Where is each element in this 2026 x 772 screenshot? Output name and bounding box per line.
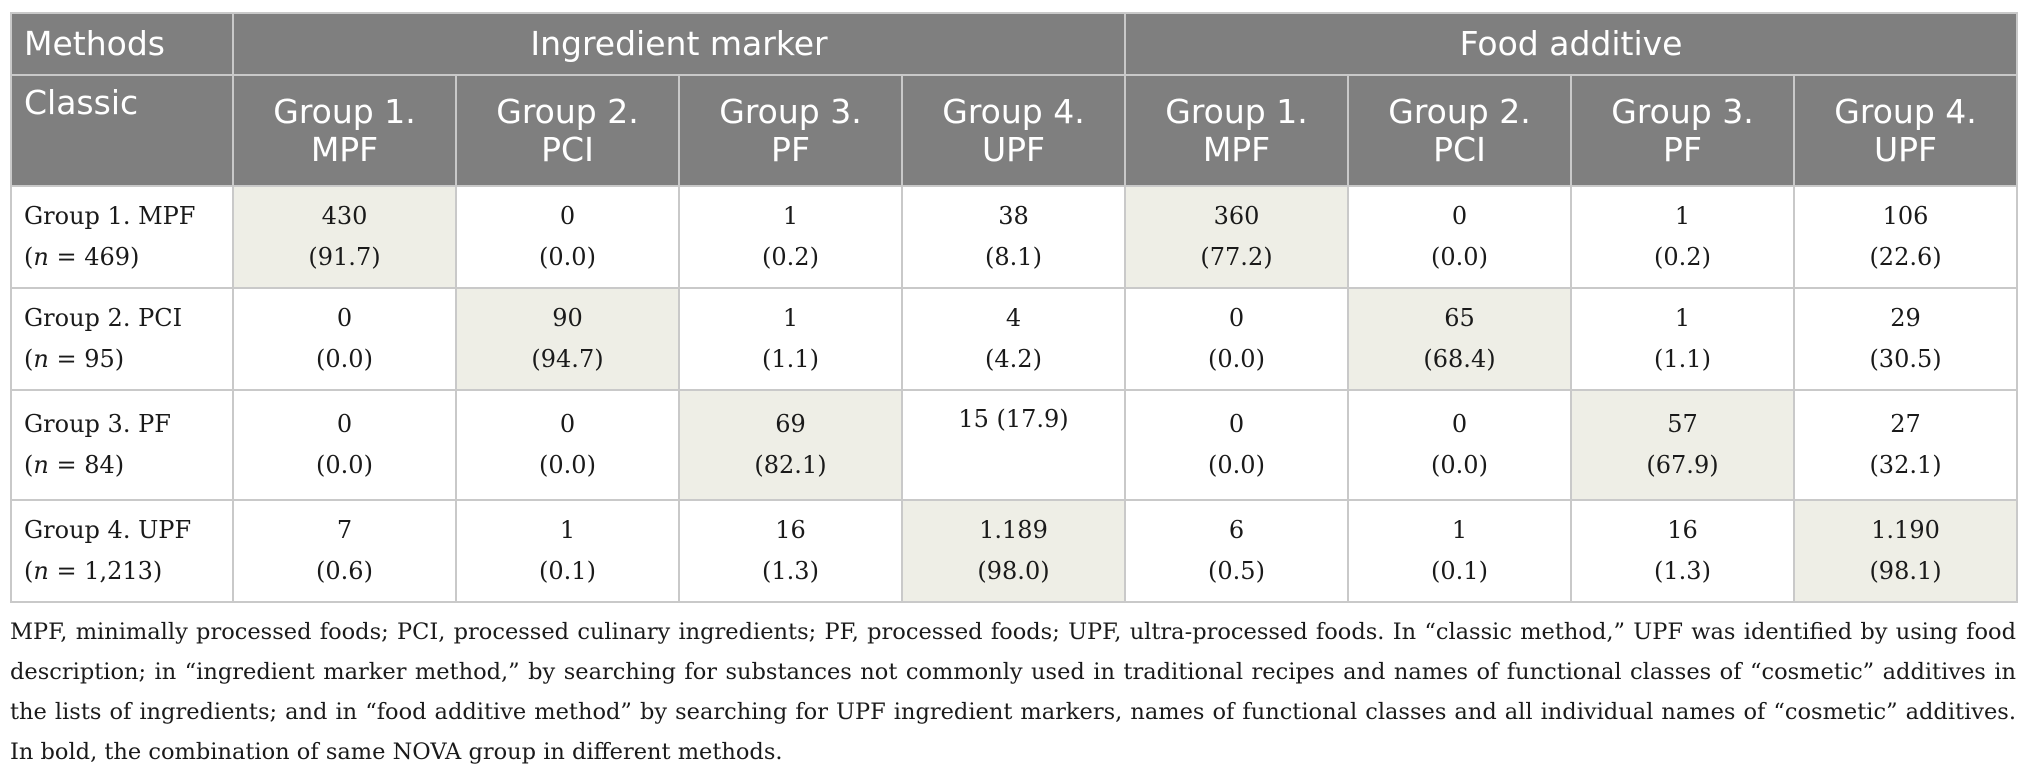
table-footnote: MPF, minimally processed foods; PCI, pro…	[10, 619, 2016, 765]
table-cell: 1.189 (98.0)	[901, 499, 1126, 603]
table-cell: 0 (0.0)	[1124, 389, 1349, 501]
table-cell: 1 (0.2)	[1570, 185, 1795, 289]
table-cell: 65 (68.4)	[1347, 287, 1572, 391]
column-header: Group 4. UPF	[1792, 74, 2019, 187]
ingredient-marker-header: Ingredient marker	[232, 12, 1126, 76]
table-cell: 430 (91.7)	[232, 185, 457, 289]
table-cell: 69 (82.1)	[678, 389, 903, 501]
row-label: Group 3. PF (n = 84)	[10, 389, 234, 501]
table-cell: 27 (32.1)	[1792, 389, 2019, 501]
table-cell: 106 (22.6)	[1792, 185, 2019, 289]
table-cell: 0 (0.0)	[455, 389, 680, 501]
row-label: Group 2. PCI (n = 95)	[10, 287, 234, 391]
table-row: Group 2. PCI (n = 95) 0 (0.0) 90 (94.7) 1(…	[10, 287, 2019, 391]
row-label: Group 4. UPF (n = 1,213)	[10, 499, 234, 603]
column-header: Group 3. PF	[678, 74, 903, 187]
table-cell: 1 (0.1)	[455, 499, 680, 603]
table-cell: 1 (1.1)	[678, 287, 903, 391]
table-row: Group 4. UPF (n = 1,213) 7 (0.6) 1 (0.1) 1…	[10, 499, 2019, 603]
table-cell: 4 (4.2)	[901, 287, 1126, 391]
table-cell: 15 (17.9)	[901, 389, 1126, 501]
column-header: Group 2. PCI	[1347, 74, 1572, 187]
table-cell: 16 (1.3)	[678, 499, 903, 603]
table-cell: 0 (0.0)	[455, 185, 680, 289]
comparison-table: Methods Ingredient marker Food additive …	[10, 12, 2019, 603]
table-cell: 90 (94.7)	[455, 287, 680, 391]
table-cell: 16 (1.3)	[1570, 499, 1795, 603]
table-cell: 7 (0.6)	[232, 499, 457, 603]
table-cell: 38 (8.1)	[901, 185, 1126, 289]
table-cell: 29 (30.5)	[1792, 287, 2019, 391]
classic-header: Classic	[10, 74, 234, 187]
table-cell: 1 (0.2)	[678, 185, 903, 289]
table-cell: 360 (77.2)	[1124, 185, 1349, 289]
food-additive-header: Food additive	[1123, 12, 2019, 76]
table-cell: 57 (67.9)	[1570, 389, 1795, 501]
table-cell: 0 (0.0)	[232, 389, 457, 501]
table-cell: 0 (0.0)	[1347, 389, 1572, 501]
table-cell: 6 (0.5)	[1124, 499, 1349, 603]
table-cell: 1 (0.1)	[1347, 499, 1572, 603]
table-row: Group 3. PF (n = 84) 0 (0.0) 0 (0.0) 69 (82…	[10, 389, 2019, 501]
table-cell: 1.190 (98.1)	[1792, 499, 2019, 603]
column-header: Group 2. PCI	[455, 74, 680, 187]
row-label: Group 1. MPF (n = 469)	[10, 185, 234, 289]
table-cell: 0 (0.0)	[1347, 185, 1572, 289]
column-header: Group 4. UPF	[901, 74, 1126, 187]
header-row-1: Methods Ingredient marker Food additive	[10, 12, 2019, 76]
methods-header: Methods	[10, 12, 234, 76]
table-row: Group 1. MPF (n = 469) 430 (91.7) 0 (0.0) …	[10, 185, 2019, 289]
column-header: Group 1. MPF	[232, 74, 457, 187]
table-cell: 1 (1.1)	[1570, 287, 1795, 391]
header-row-2: Classic Group 1. MPF Group 2. PCI Group 3.…	[10, 74, 2019, 187]
column-header: Group 3. PF	[1570, 74, 1795, 187]
table-cell: 0 (0.0)	[232, 287, 457, 391]
results-table-container: Methods Ingredient marker Food additive …	[10, 12, 2019, 603]
column-header: Group 1. MPF	[1124, 74, 1349, 187]
table-cell: 0 (0.0)	[1124, 287, 1349, 391]
